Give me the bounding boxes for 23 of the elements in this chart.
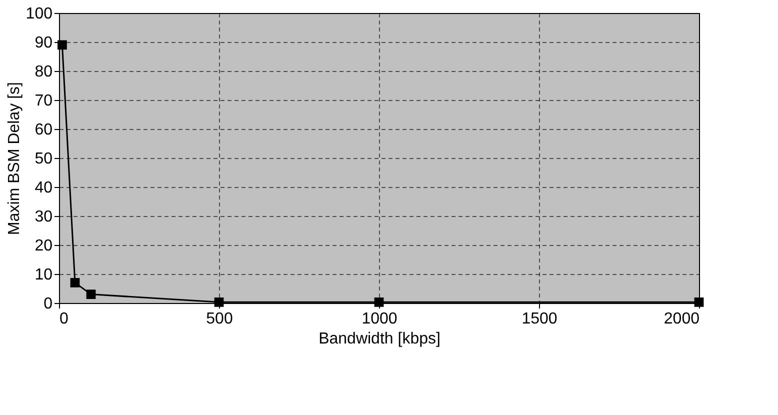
y-tick-label: 70 bbox=[34, 92, 53, 110]
y-tick-label: 40 bbox=[34, 180, 53, 196]
point bbox=[214, 297, 224, 307]
y-tick-label: 90 bbox=[34, 34, 53, 52]
point bbox=[58, 40, 67, 50]
x-tick-label: 0 bbox=[60, 310, 68, 328]
y-tick-label: 30 bbox=[34, 208, 53, 226]
y-tick-label: 0 bbox=[44, 296, 53, 312]
y-tick-label: 80 bbox=[34, 64, 53, 80]
x-tick-label: 1500 bbox=[522, 310, 558, 328]
y-tick-label: 50 bbox=[34, 150, 53, 168]
point bbox=[70, 278, 80, 288]
point bbox=[374, 297, 384, 307]
y-tick-label: 10 bbox=[34, 266, 53, 284]
y-tick-label: 20 bbox=[34, 238, 53, 254]
x-tick-label: 2000 bbox=[664, 310, 700, 328]
y-tick-label: 100 bbox=[26, 6, 53, 22]
x-tick-label: 1000 bbox=[362, 310, 398, 328]
x-tick-label: 500 bbox=[206, 310, 233, 328]
y-axis-title: Maxim BSM Delay [s] bbox=[6, 82, 23, 235]
y-tick-label: 60 bbox=[34, 122, 53, 138]
point bbox=[86, 290, 96, 299]
x-axis-title: Bandwidth [kbps] bbox=[318, 330, 440, 348]
